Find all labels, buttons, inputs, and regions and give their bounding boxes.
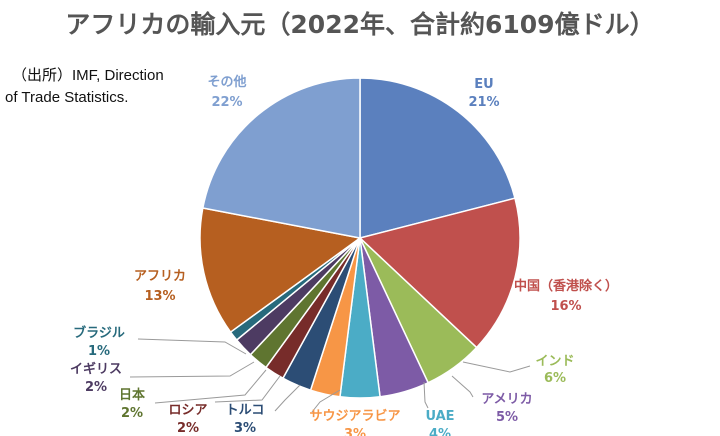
slice-value-label: 6% — [544, 371, 566, 386]
slice-label: インド — [535, 354, 574, 369]
slice-label: トルコ — [226, 403, 265, 418]
slice-value-label: 16% — [550, 299, 581, 314]
slice-label: アメリカ — [481, 392, 532, 407]
slice-label: EU — [474, 77, 493, 92]
pie-slice — [201, 77, 361, 239]
leader-line — [274, 384, 301, 412]
slice-label: UAE — [425, 409, 454, 424]
slice-value-label: 1% — [88, 344, 110, 359]
slice-label: サウジアラビア — [309, 408, 400, 424]
slice-label: その他 — [207, 74, 246, 90]
chart-title: アフリカの輸入元（2022年、合計約6109億ドル） — [65, 10, 654, 39]
slice-value-label: 2% — [121, 406, 143, 421]
slice-label: イギリス — [70, 361, 122, 377]
pie-slices — [199, 77, 521, 399]
slice-label: 日本 — [119, 387, 145, 403]
leader-line — [311, 389, 341, 413]
slice-value-label: 21% — [468, 95, 499, 110]
pie-slice — [359, 77, 516, 239]
slice-value-label: 3% — [344, 427, 366, 436]
leader-lines — [129, 338, 531, 413]
leader-line — [154, 369, 267, 404]
slice-label: 中国（香港除く） — [514, 278, 618, 294]
slice-label: ロシア — [168, 403, 207, 418]
source-note-line2: of Trade Statistics. — [5, 89, 128, 106]
slice-value-label: 2% — [177, 421, 199, 436]
leader-line — [451, 375, 474, 398]
slice-value-label: 3% — [234, 421, 256, 436]
source-note-line1: （出所）IMF, Direction — [12, 67, 164, 84]
slice-value-label: 5% — [496, 410, 518, 425]
leader-line — [423, 381, 429, 409]
slice-value-label: 22% — [211, 95, 242, 110]
leader-line — [462, 361, 531, 373]
pie-slice — [199, 207, 362, 334]
slice-label: アフリカ — [134, 269, 186, 284]
slice-label: ブラジル — [73, 325, 125, 341]
slice-labels: EU 21% 中国（香港除く） 16% インド 6% アメリカ 5% UAE 4% サウジアラビア 3… — [70, 74, 618, 436]
leader-line — [129, 361, 255, 378]
leader-line — [214, 375, 281, 403]
leader-line — [137, 338, 247, 355]
pie-slice — [358, 197, 521, 349]
slice-value-label: 4% — [429, 427, 451, 436]
slice-value-label: 13% — [144, 289, 175, 304]
slice-value-label: 2% — [85, 380, 107, 395]
